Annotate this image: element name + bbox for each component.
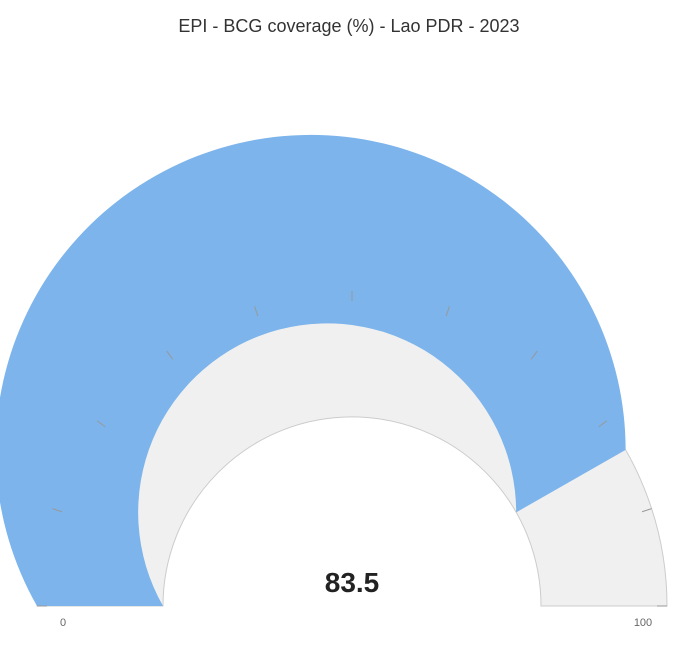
gauge-tick <box>166 350 174 360</box>
gauge-ticks <box>37 291 667 607</box>
gauge-tick <box>52 508 63 513</box>
gauge-tick <box>445 306 450 317</box>
gauge-tick <box>254 306 259 317</box>
gauge-value: 83.5 <box>325 567 380 598</box>
gauge-max-label: 100 <box>634 617 652 629</box>
gauge-tick <box>641 508 652 513</box>
gauge-tick <box>530 350 538 360</box>
gauge-tick <box>598 420 608 428</box>
gauge-value-arc <box>0 135 626 606</box>
chart-title: EPI - BCG coverage (%) - Lao PDR - 2023 <box>178 16 520 36</box>
gauge-min-label: 0 <box>60 617 66 629</box>
gauge-tick <box>96 420 106 428</box>
